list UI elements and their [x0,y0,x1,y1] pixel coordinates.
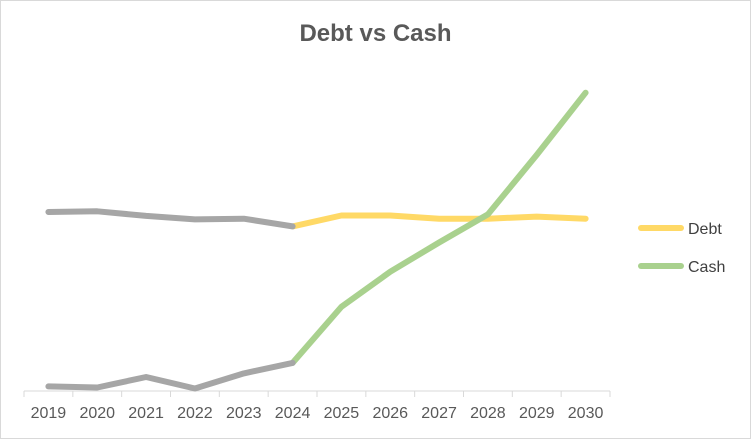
legend-label-cash: Cash [688,259,725,276]
x-tick-label: 2020 [79,405,115,422]
x-tick-label: 2029 [519,405,555,422]
x-tick-label: 2030 [568,405,604,422]
x-tick-label: 2024 [275,405,311,422]
x-tick-label: 2028 [470,405,506,422]
debt-historical-line [45,208,296,230]
x-tick-label: 2021 [128,405,164,422]
x-tick-label: 2023 [226,405,262,422]
cash-historical-line [45,359,296,392]
chart-title: Debt vs Cash [299,20,452,47]
x-tick-label: 2027 [421,405,457,422]
x-tick-label: 2025 [324,405,360,422]
cash-forecast-line [289,89,589,366]
debt-forecast-line [289,212,589,230]
x-tick-label: 2026 [372,405,408,422]
x-tick-label: 2022 [177,405,213,422]
legend-label-debt: Debt [688,221,722,238]
x-tick-label: 2019 [31,405,67,422]
